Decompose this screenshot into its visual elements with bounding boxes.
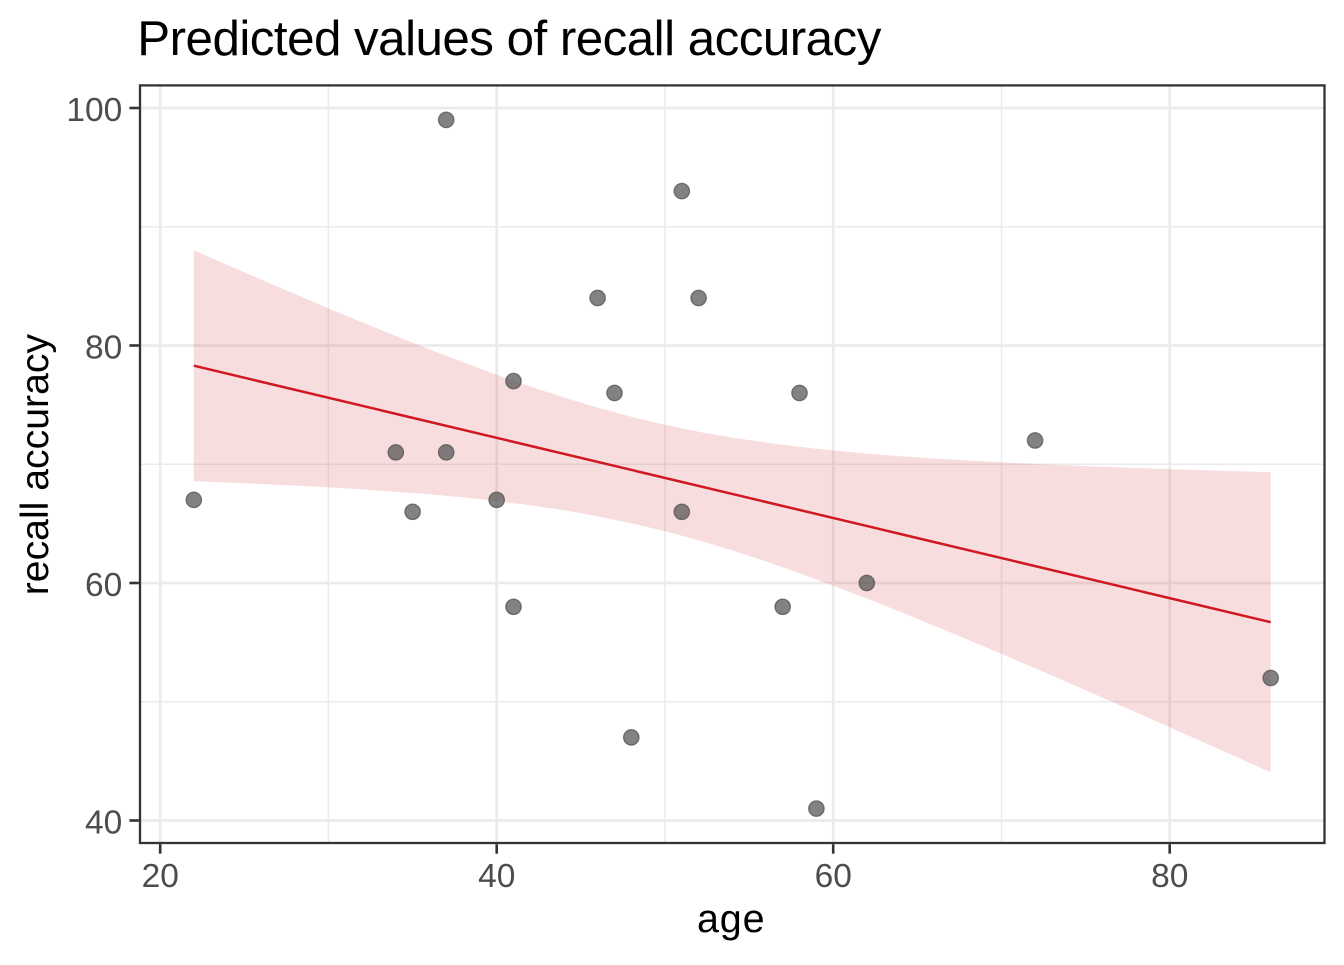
svg-text:age: age <box>697 897 765 941</box>
svg-text:40: 40 <box>85 805 122 842</box>
svg-text:100: 100 <box>66 92 122 129</box>
svg-text:40: 40 <box>478 858 515 895</box>
svg-text:60: 60 <box>815 858 852 895</box>
svg-text:20: 20 <box>142 858 179 895</box>
svg-text:recall accuracy: recall accuracy <box>14 334 57 596</box>
svg-text:80: 80 <box>85 330 122 367</box>
svg-text:80: 80 <box>1151 858 1188 895</box>
svg-text:Predicted values of recall acc: Predicted values of recall accuracy <box>137 11 881 66</box>
svg-text:60: 60 <box>85 567 122 604</box>
